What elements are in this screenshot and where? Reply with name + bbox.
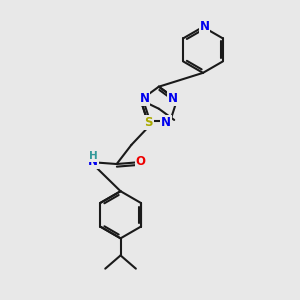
Text: O: O — [136, 155, 146, 169]
Text: S: S — [145, 116, 153, 129]
Text: N: N — [200, 20, 209, 33]
Text: N: N — [161, 116, 171, 129]
Text: N: N — [140, 92, 149, 105]
Text: N: N — [168, 92, 178, 105]
Text: N: N — [88, 155, 98, 169]
Text: H: H — [89, 151, 98, 161]
